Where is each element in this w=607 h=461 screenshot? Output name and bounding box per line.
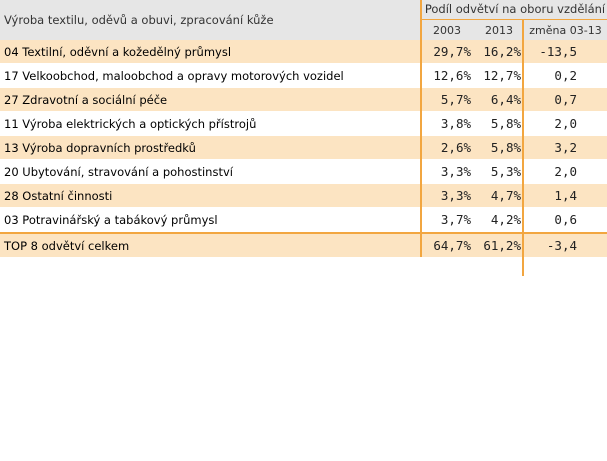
- row-label: 17 Velkoobchod, maloobchod a opravy moto…: [4, 69, 344, 83]
- table-row: 27 Zdravotní a sociální péče 5,7% 6,4% 0…: [0, 88, 607, 112]
- row-label: 04 Textilní, oděvní a kožedělný průmysl: [4, 45, 232, 59]
- column-header-2003: 2003: [433, 24, 461, 37]
- total-label: TOP 8 odvětví celkem: [4, 239, 130, 253]
- value-2013: 4,7%: [490, 188, 521, 203]
- row-label: 27 Zdravotní a sociální péče: [4, 93, 168, 107]
- value-2003: 3,3%: [440, 188, 471, 203]
- column-divider: [420, 0, 422, 257]
- value-change: 1,4: [554, 188, 577, 203]
- value-change: 3,2: [554, 140, 577, 155]
- row-label: 13 Výroba dopravních prostředků: [4, 141, 196, 155]
- value-change: 0,2: [554, 68, 577, 83]
- value-change: 2,0: [554, 164, 577, 179]
- row-label: 03 Potravinářský a tabákový průmysl: [4, 213, 218, 227]
- value-2003: 3,3%: [440, 164, 471, 179]
- table-header: Výroba textilu, oděvů a obuvi, zpracován…: [0, 0, 607, 40]
- value-2003: 3,8%: [440, 116, 471, 131]
- value-2013: 5,8%: [490, 116, 521, 131]
- data-table: Výroba textilu, oděvů a obuvi, zpracován…: [0, 0, 607, 276]
- group-title: Podíl odvětví na oboru vzdělání: [424, 2, 606, 16]
- value-change: 0,7: [554, 92, 577, 107]
- value-2003: 12,6%: [433, 68, 471, 83]
- value-change: -13,5: [539, 44, 577, 59]
- value-change: 0,6: [554, 212, 577, 227]
- table-row: 04 Textilní, oděvní a kožedělný průmysl …: [0, 40, 607, 64]
- row-label: 20 Ubytování, stravování a pohostinství: [4, 165, 233, 179]
- row-label: 28 Ostatní činnosti: [4, 189, 113, 203]
- total-change: -3,4: [546, 238, 577, 253]
- column-header-2013: 2013: [485, 24, 513, 37]
- column-divider: [522, 19, 524, 276]
- value-2003: 29,7%: [433, 44, 471, 59]
- row-label: 11 Výroba elektrických a optických příst…: [4, 117, 257, 131]
- table-row: 03 Potravinářský a tabákový průmysl 3,7%…: [0, 208, 607, 232]
- table-row: 28 Ostatní činnosti 3,3% 4,7% 1,4: [0, 184, 607, 208]
- table-row: 13 Výroba dopravních prostředků 2,6% 5,8…: [0, 136, 607, 160]
- header-divider: [420, 19, 607, 20]
- value-2003: 2,6%: [440, 140, 471, 155]
- value-2003: 5,7%: [440, 92, 471, 107]
- total-2013: 61,2%: [483, 238, 521, 253]
- total-2003: 64,7%: [433, 238, 471, 253]
- value-change: 2,0: [554, 116, 577, 131]
- table-row: 20 Ubytování, stravování a pohostinství …: [0, 160, 607, 184]
- total-row: TOP 8 odvětví celkem 64,7% 61,2% -3,4: [0, 232, 607, 258]
- value-2013: 12,7%: [483, 68, 521, 83]
- table-row: 11 Výroba elektrických a optických příst…: [0, 112, 607, 136]
- column-header-change: změna 03-13: [529, 24, 602, 37]
- sector-title: Výroba textilu, oděvů a obuvi, zpracován…: [4, 13, 274, 27]
- value-2013: 16,2%: [483, 44, 521, 59]
- value-2003: 3,7%: [440, 212, 471, 227]
- value-2013: 5,3%: [490, 164, 521, 179]
- value-2013: 6,4%: [490, 92, 521, 107]
- value-2013: 5,8%: [490, 140, 521, 155]
- value-2013: 4,2%: [490, 212, 521, 227]
- table-row: 17 Velkoobchod, maloobchod a opravy moto…: [0, 64, 607, 88]
